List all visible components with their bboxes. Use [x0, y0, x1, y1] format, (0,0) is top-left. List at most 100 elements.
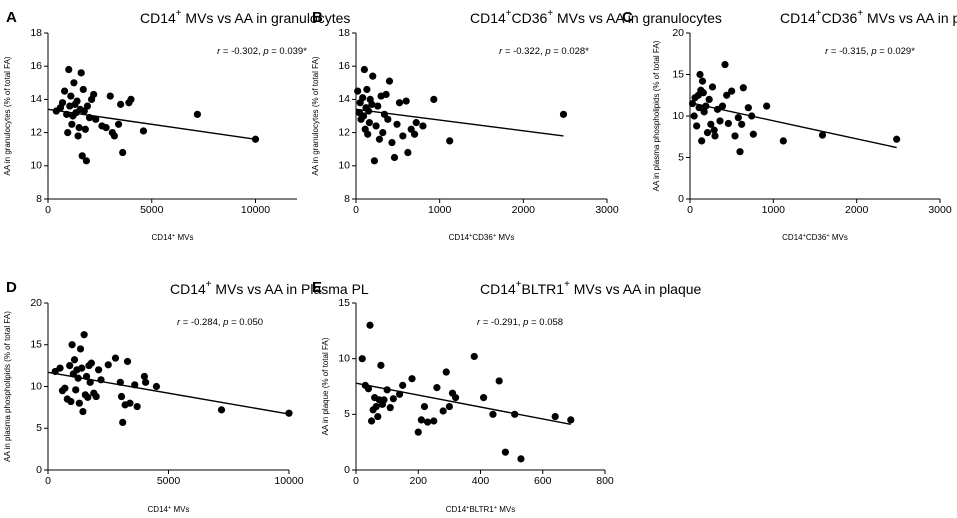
data-point: [763, 102, 771, 110]
x-tick-label: 600: [534, 475, 552, 487]
data-point: [395, 99, 404, 107]
x-axis-label: CD14+CD36+ MVs: [782, 233, 848, 242]
x-tick-label: 0: [687, 204, 693, 216]
x-tick-label: 200: [409, 475, 427, 487]
x-tick-label: 3000: [595, 204, 619, 216]
data-point: [66, 362, 74, 370]
x-tick-label: 0: [353, 204, 359, 216]
data-point: [382, 90, 390, 99]
data-point: [360, 65, 368, 74]
y-tick-label: 15: [672, 68, 684, 80]
data-point: [399, 381, 407, 389]
y-tick-label: 16: [30, 60, 42, 72]
data-point: [63, 110, 71, 118]
data-point: [439, 407, 447, 415]
data-point: [76, 345, 85, 353]
y-tick-label: 18: [30, 27, 42, 39]
x-tick-label: 0: [353, 475, 359, 487]
data-point: [72, 386, 80, 394]
data-point: [363, 85, 371, 94]
y-tick-label: 8: [36, 193, 42, 205]
data-point: [285, 409, 293, 417]
data-point: [127, 95, 135, 103]
data-point: [114, 120, 123, 128]
data-point: [402, 97, 410, 105]
data-point: [70, 356, 79, 364]
data-point: [374, 102, 382, 110]
data-point: [79, 407, 87, 416]
data-point: [126, 399, 134, 407]
data-point: [383, 386, 391, 394]
data-point: [83, 102, 92, 110]
data-point: [452, 394, 460, 402]
data-point: [384, 115, 392, 123]
data-point: [379, 129, 387, 137]
regression-line: [355, 108, 564, 137]
data-point: [95, 366, 103, 374]
correlation-stat: r = -0.284, p = 0.050: [177, 317, 263, 328]
data-point: [74, 374, 82, 382]
data-point: [748, 112, 756, 120]
data-point: [110, 132, 118, 140]
x-tick-label: 400: [472, 475, 490, 487]
data-point: [721, 60, 729, 69]
panel-label: E: [312, 279, 322, 296]
data-point: [412, 119, 420, 127]
data-point: [78, 152, 86, 160]
data-point: [119, 148, 127, 157]
data-point: [517, 455, 525, 463]
data-point: [696, 70, 704, 79]
data-point: [419, 122, 427, 130]
y-tick-label: 5: [344, 408, 350, 420]
x-tick-label: 0: [45, 475, 51, 487]
data-point: [142, 378, 150, 386]
data-point: [117, 392, 126, 401]
x-tick-label: 800: [596, 475, 614, 487]
data-point: [495, 377, 503, 385]
data-point: [470, 352, 478, 361]
data-point: [67, 397, 75, 406]
data-point: [90, 90, 98, 99]
chart-title: CD14+CD36+ MVs vs AA in granulocytes: [470, 8, 722, 26]
data-point: [718, 102, 727, 110]
data-point: [699, 89, 707, 97]
y-axis-label: AA in plaque (% of total FA): [321, 337, 330, 435]
y-tick-label: 15: [30, 339, 42, 351]
data-point: [364, 130, 372, 138]
data-point: [420, 402, 429, 411]
data-point: [446, 137, 454, 145]
data-point: [410, 130, 419, 138]
regression-line: [689, 102, 897, 149]
data-point: [58, 99, 67, 107]
data-point: [65, 65, 73, 74]
data-point: [70, 79, 78, 87]
data-point: [64, 129, 72, 137]
x-tick-label: 10000: [241, 204, 270, 216]
x-tick-label: 3000: [928, 204, 952, 216]
data-point: [365, 119, 373, 127]
data-point: [102, 124, 110, 132]
data-point: [445, 402, 453, 411]
data-point: [390, 153, 399, 162]
x-tick-label: 2000: [512, 204, 536, 216]
data-point: [388, 138, 396, 147]
data-point: [85, 114, 94, 122]
data-point: [369, 72, 377, 80]
data-point: [117, 100, 125, 108]
data-point: [193, 110, 201, 118]
data-point: [370, 157, 379, 165]
x-tick-label: 5000: [157, 475, 181, 487]
y-tick-label: 18: [338, 27, 350, 39]
data-point: [364, 385, 373, 393]
y-tick-label: 16: [338, 60, 350, 72]
data-point: [716, 117, 724, 125]
data-point: [744, 104, 752, 112]
data-point: [217, 406, 226, 414]
data-point: [377, 361, 385, 369]
data-point: [442, 368, 450, 376]
data-point: [140, 372, 148, 381]
data-point: [698, 137, 706, 145]
data-point: [707, 120, 715, 128]
